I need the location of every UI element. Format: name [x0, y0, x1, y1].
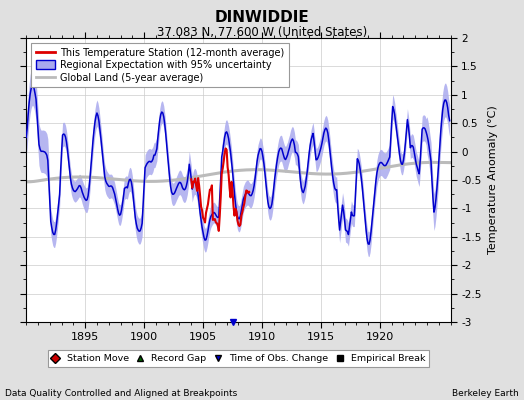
- Text: DINWIDDIE: DINWIDDIE: [215, 10, 309, 25]
- Legend: Station Move, Record Gap, Time of Obs. Change, Empirical Break: Station Move, Record Gap, Time of Obs. C…: [48, 350, 429, 367]
- Text: 37.083 N, 77.600 W (United States): 37.083 N, 77.600 W (United States): [157, 26, 367, 39]
- Text: Berkeley Earth: Berkeley Earth: [452, 389, 519, 398]
- Text: Data Quality Controlled and Aligned at Breakpoints: Data Quality Controlled and Aligned at B…: [5, 389, 237, 398]
- Y-axis label: Temperature Anomaly (°C): Temperature Anomaly (°C): [488, 106, 498, 254]
